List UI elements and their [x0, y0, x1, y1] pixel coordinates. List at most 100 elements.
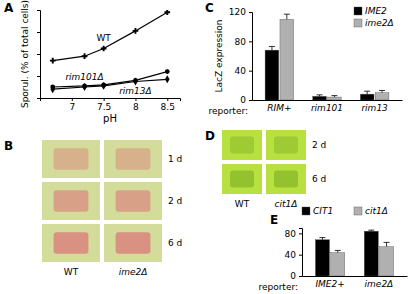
colony-patch	[54, 190, 89, 211]
plate	[266, 130, 306, 160]
plate	[222, 164, 262, 194]
photo-panel: 1 d2 d6 dWTime2Δ	[42, 140, 182, 277]
series-line	[53, 12, 168, 60]
series-label: rim13Δ	[119, 86, 152, 96]
y-tick	[37, 54, 40, 55]
series-label: WT	[96, 33, 111, 43]
colony-patch	[274, 137, 298, 154]
x-tick-mark	[135, 98, 136, 101]
x-tick-label: ime2Δ	[365, 279, 394, 289]
marker	[82, 83, 87, 91]
error-bar-cap	[317, 94, 323, 95]
x-axis: 7 7.5 8 8.5	[41, 98, 181, 112]
error-bar-cap	[364, 91, 370, 92]
y-tick-label: 80	[235, 37, 247, 47]
y-axis-title: Sporul. (% of total cells)	[20, 0, 30, 108]
row-label: 1 d	[168, 154, 182, 164]
x-axis-title: reporter:	[258, 282, 298, 292]
x-tick-label: rim13	[361, 103, 388, 113]
legend: CIT1cit1Δ	[302, 206, 388, 216]
legend-item: ime2Δ	[354, 18, 394, 28]
error-bar	[368, 230, 374, 231]
column-label: WT	[235, 199, 250, 209]
marker	[50, 58, 56, 64]
y-tick: 120	[229, 7, 252, 17]
y-tick-label: 80	[285, 229, 297, 239]
y-tick-mark	[37, 32, 40, 33]
bar	[380, 247, 394, 276]
marker	[101, 46, 107, 52]
bar	[313, 96, 327, 100]
marker	[164, 10, 170, 15]
y-tick	[37, 10, 40, 11]
y-tick-label: 40	[235, 66, 247, 76]
plate	[104, 182, 162, 220]
panel-label: D	[205, 129, 215, 143]
legend-swatch	[354, 19, 362, 27]
colony-patch	[230, 137, 254, 154]
plate	[222, 130, 262, 160]
y-axis-title: LacZ expression	[214, 19, 224, 92]
error-bar	[384, 242, 390, 246]
legend-label: ime2Δ	[365, 18, 394, 28]
error-bar-stem	[386, 242, 387, 246]
error-bar	[317, 95, 323, 96]
y-tick: 0	[290, 271, 302, 281]
x-tick-label: IME2+	[315, 279, 344, 289]
error-bar	[269, 46, 275, 50]
x-tick: ime2Δ	[365, 276, 394, 289]
marker	[133, 28, 139, 34]
y-tick: 80	[235, 37, 252, 47]
panel: RIM+rim101rim1304080120reporter:LacZ exp…	[208, 6, 402, 116]
y-tick-label: 0	[240, 95, 246, 105]
error-bar	[335, 250, 341, 252]
marker	[82, 53, 88, 59]
x-axis: IME2+ ime2Δ	[303, 276, 408, 289]
row-label: 6 d	[168, 238, 182, 248]
y-axis: 0 40 80 120	[229, 7, 253, 105]
legend-swatch	[302, 207, 310, 215]
legend: IME2ime2Δ	[354, 6, 394, 28]
x-tick-label: 8.5	[161, 102, 175, 112]
y-tick-mark	[37, 76, 40, 77]
column-label: ime2Δ	[119, 267, 148, 277]
colony-patch	[274, 171, 298, 188]
plot-area	[50, 10, 170, 93]
photo-panel: 2 d6 dWTcit1Δ	[222, 130, 326, 209]
x-tick: rim101	[311, 100, 343, 113]
plate	[104, 140, 162, 178]
x-tick-label: 8	[133, 102, 139, 112]
marker	[133, 78, 138, 86]
row-label: 2 d	[312, 140, 326, 150]
error-bar-cap	[379, 90, 385, 91]
x-tick: rim13	[361, 100, 388, 113]
marker	[50, 85, 55, 93]
y-axis	[37, 11, 41, 99]
colony-patch	[230, 171, 254, 188]
y-tick-label: 0	[290, 271, 296, 281]
error-bar-cap	[335, 250, 341, 251]
x-tick: 7	[69, 98, 75, 112]
panel-label: C	[205, 1, 214, 15]
legend-label: cit1Δ	[365, 206, 388, 216]
x-tick: 7.5	[97, 98, 111, 112]
bar	[265, 50, 279, 100]
column-label: cit1Δ	[275, 199, 298, 209]
y-tick-mark	[37, 98, 40, 99]
y-tick-mark	[249, 100, 252, 101]
x-tick-label: 7.5	[97, 102, 111, 112]
y-tick-mark	[249, 41, 252, 42]
axis-line	[249, 13, 253, 101]
panel: 77.588.5pHSporul. (% of total cells)WTri…	[20, 0, 181, 124]
plate	[42, 182, 100, 220]
colony-patch	[116, 148, 151, 169]
y-tick-mark	[37, 54, 40, 55]
y-tick-mark	[299, 276, 302, 277]
error-bar-stem	[367, 91, 368, 94]
series-label: rim101Δ	[65, 72, 103, 82]
colony-patch	[54, 148, 89, 169]
panel-label: A	[4, 1, 14, 15]
panel-label: B	[4, 139, 13, 153]
x-axis-title: reporter:	[208, 106, 248, 116]
plate	[42, 224, 100, 262]
